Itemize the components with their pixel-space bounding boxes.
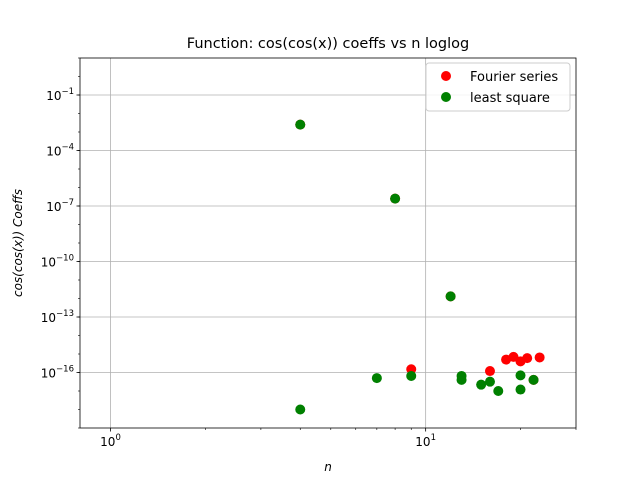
least-square-point <box>390 193 401 204</box>
least-square-point <box>476 379 487 390</box>
y-tick-label: 10−4 <box>46 143 74 159</box>
least-square-point <box>406 370 417 381</box>
fourier-series-point <box>534 352 545 363</box>
y-tick-label: 10−10 <box>41 254 74 270</box>
y-tick-label: 10−1 <box>46 87 74 103</box>
y-tick-label: 10−13 <box>41 309 74 325</box>
axis-ticks: 100 101 10−1 10−4 10−7 10−10 10−13 10−16 <box>41 57 577 449</box>
fourier-series-point <box>484 366 495 377</box>
least-square-point <box>493 386 504 396</box>
legend-marker-fourier-series <box>441 71 451 81</box>
least-square-point <box>456 374 467 385</box>
y-tick-label: 10−7 <box>46 198 74 214</box>
chart-title: Function: cos(cos(x)) coeffs vs n loglog <box>187 36 469 52</box>
legend-marker-least-square <box>441 92 451 102</box>
legend-label-fourier-series: Fourier series <box>470 70 558 85</box>
least-square-point <box>371 373 382 384</box>
x-axis-label: n <box>324 460 332 474</box>
least-square-point <box>445 291 456 302</box>
fourier-series-point <box>522 353 533 364</box>
y-axis-label: cos(cos(x)) Coeffs <box>11 189 25 297</box>
least-square-point <box>528 374 539 385</box>
least-square-point <box>295 119 306 130</box>
legend: Fourier series least square <box>425 62 571 112</box>
least-square-point <box>515 384 526 395</box>
x-tick-label: 100 <box>100 433 121 449</box>
least-square-point <box>295 404 306 415</box>
least-square-point <box>484 376 495 387</box>
x-tick-label: 101 <box>415 433 436 449</box>
legend-box <box>425 62 571 112</box>
y-tick-label: 10−16 <box>41 365 74 381</box>
grid <box>80 58 576 428</box>
legend-label-least-square: least square <box>470 91 550 106</box>
data-points <box>295 119 545 415</box>
least-square-point <box>515 370 526 381</box>
